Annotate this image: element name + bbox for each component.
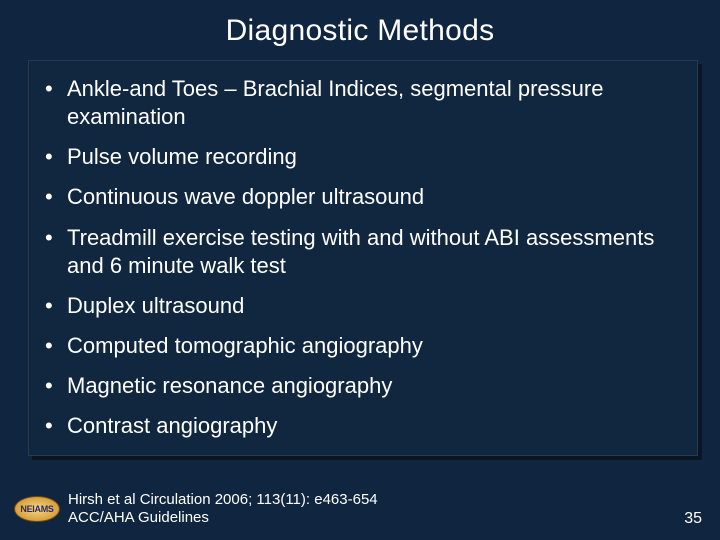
slide-title: Diagnostic Methods (0, 0, 720, 58)
bullet-item: Magnetic resonance angiography (39, 366, 679, 406)
bullet-list: Ankle-and Toes – Brachial Indices, segme… (39, 69, 679, 447)
page-number: 35 (684, 510, 702, 528)
bullet-item: Continuous wave doppler ultrasound (39, 177, 679, 217)
bullet-item: Computed tomographic angiography (39, 326, 679, 366)
footer-line-1: Hirsh et al Circulation 2006; 113(11): e… (68, 491, 378, 510)
bullet-item: Duplex ultrasound (39, 286, 679, 326)
bullet-item: Contrast angiography (39, 406, 679, 446)
slide: Diagnostic Methods Ankle-and Toes – Brac… (0, 0, 720, 540)
bullet-item: Treadmill exercise testing with and with… (39, 218, 679, 286)
logo-oval: NEIAMS (14, 496, 60, 522)
content-box: Ankle-and Toes – Brachial Indices, segme… (28, 60, 698, 456)
logo-text: NEIAMS (20, 504, 53, 514)
logo: NEIAMS (14, 496, 62, 526)
bullet-item: Ankle-and Toes – Brachial Indices, segme… (39, 69, 679, 137)
bullet-item: Pulse volume recording (39, 137, 679, 177)
footer-citation: Hirsh et al Circulation 2006; 113(11): e… (68, 491, 378, 529)
footer-line-2: ACC/AHA Guidelines (68, 509, 378, 528)
